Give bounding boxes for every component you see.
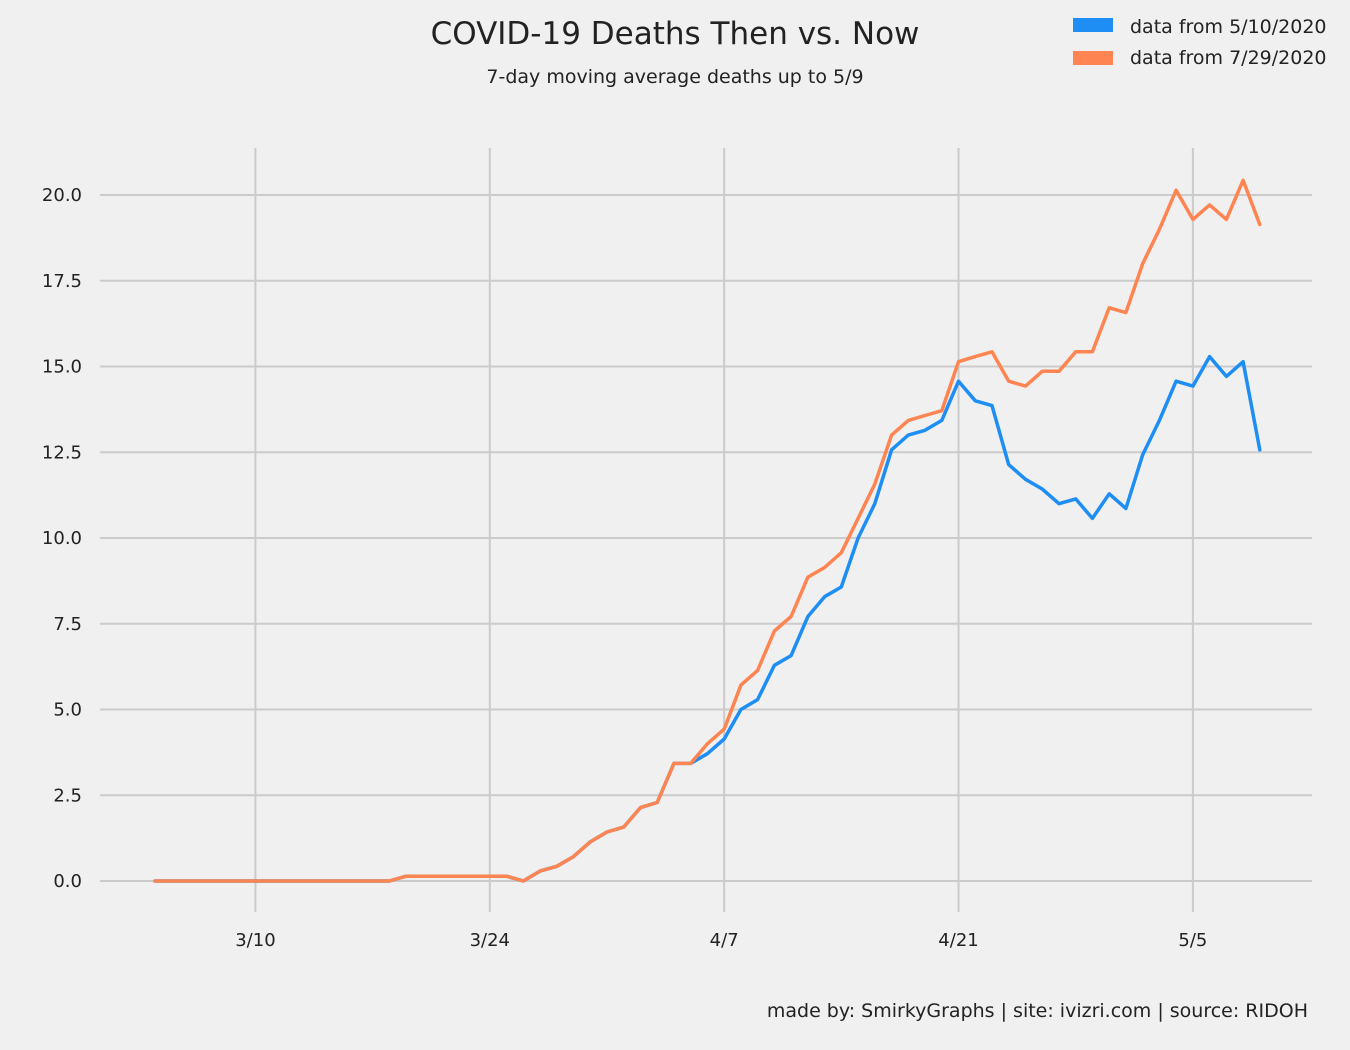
axis-ticks: 0.0 2.5 5.0 7.5 10.0 12.5 15.0 17.5 20.0 3/10 3/24… [42, 185, 1207, 951]
y-tick-label: 7.5 [53, 614, 82, 635]
y-tick-label: 2.5 [53, 785, 82, 806]
x-tick-label: 4/21 [938, 930, 978, 951]
chart-subtitle: 7-day moving average deaths up to 5/9 [486, 66, 863, 88]
chart-title: COVID-19 Deaths Then vs. Now [431, 16, 920, 52]
legend-swatch-2 [1073, 51, 1113, 65]
x-tick-label: 3/10 [235, 930, 275, 951]
chart-footer: made by: SmirkyGraphs | site: ivizri.com… [767, 1000, 1308, 1022]
y-tick-label: 0.0 [53, 871, 82, 892]
y-tick-label: 10.0 [42, 528, 82, 549]
x-tick-label: 5/5 [1178, 930, 1207, 951]
grid [100, 148, 1312, 912]
y-tick-label: 15.0 [42, 357, 82, 378]
series-line-1 [153, 354, 1262, 883]
series-lines [153, 178, 1262, 883]
legend-swatch-1 [1073, 18, 1113, 32]
y-tick-label: 12.5 [42, 442, 82, 463]
y-tick-label: 17.5 [42, 271, 82, 292]
legend-label-2: data from 7/29/2020 [1130, 47, 1327, 69]
x-tick-label: 3/24 [470, 930, 510, 951]
y-tick-label: 5.0 [53, 700, 82, 721]
legend: data from 5/10/2020 data from 7/29/2020 [1073, 16, 1327, 69]
series-line-2 [153, 178, 1262, 883]
y-tick-label: 20.0 [42, 185, 82, 206]
x-tick-label: 4/7 [710, 930, 739, 951]
legend-label-1: data from 5/10/2020 [1130, 16, 1327, 38]
